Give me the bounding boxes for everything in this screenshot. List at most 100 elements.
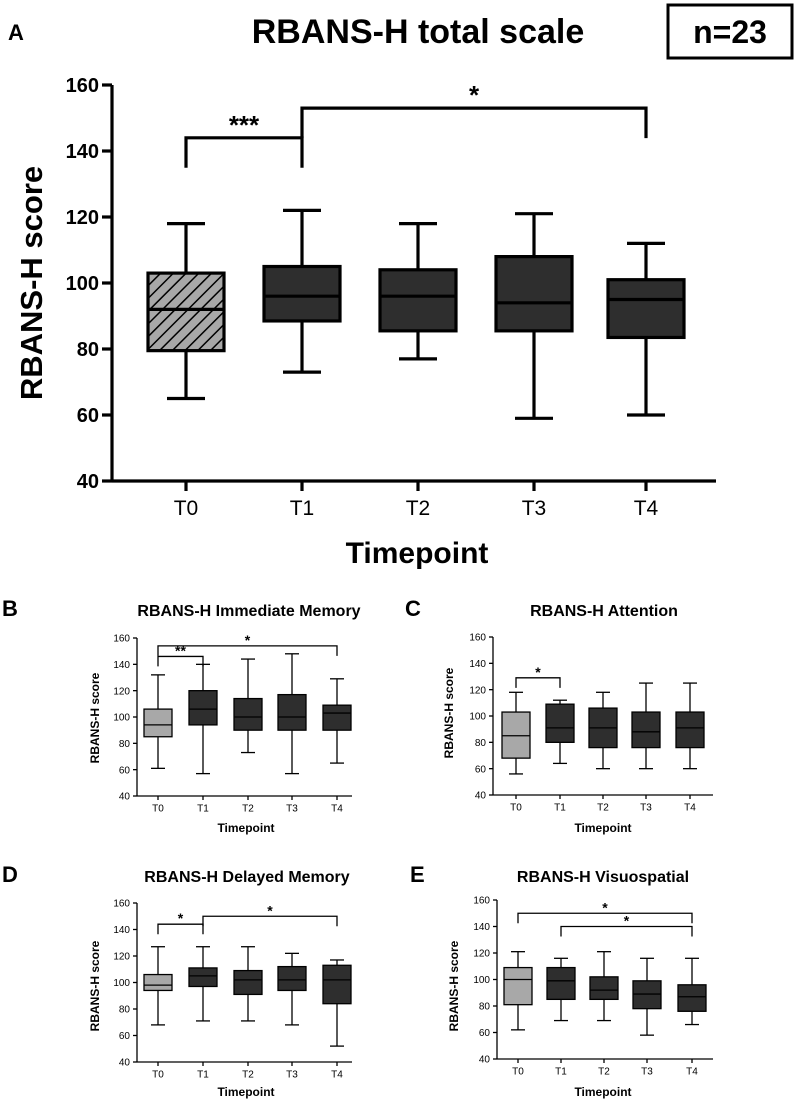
significance-label: * xyxy=(535,664,541,680)
x-tick-label: T2 xyxy=(597,803,609,814)
significance-label: * xyxy=(178,910,184,926)
x-tick-label: T2 xyxy=(242,804,254,815)
box-t0 xyxy=(143,946,173,1026)
y-tick-label: 160 xyxy=(113,899,130,910)
box-t1 xyxy=(545,699,575,765)
iqr-box xyxy=(631,711,661,749)
y-tick-label: 160 xyxy=(473,896,490,907)
box-t4 xyxy=(675,682,705,770)
y-tick-label: 160 xyxy=(66,75,99,97)
n-badge-frame xyxy=(666,3,794,60)
x-tick-label: T3 xyxy=(640,803,652,814)
significance-label: ** xyxy=(175,642,186,658)
x-tick-label: T3 xyxy=(641,1067,653,1078)
y-tick-label: 120 xyxy=(469,685,486,696)
y-tick-label: 160 xyxy=(469,633,486,644)
x-axis-label: Timepoint xyxy=(346,537,489,570)
x-tick-label: T4 xyxy=(331,1070,343,1081)
x-tick-label: T0 xyxy=(152,804,164,815)
y-tick-label: 60 xyxy=(119,1031,131,1042)
iqr-box xyxy=(233,697,263,731)
n-badge: n=23 xyxy=(693,14,767,50)
x-tick-label: T4 xyxy=(634,497,659,520)
y-tick-label: 80 xyxy=(77,339,99,361)
x-axis-label: Timepoint xyxy=(217,821,274,835)
x-tick-label: T2 xyxy=(242,1070,254,1081)
significance-bracket xyxy=(515,677,561,688)
iqr-box xyxy=(501,711,531,759)
box-t1 xyxy=(188,663,218,775)
iqr-box xyxy=(677,984,707,1012)
y-tick-label: 100 xyxy=(473,975,490,986)
box-t3 xyxy=(632,957,662,1036)
box-t4 xyxy=(606,241,686,417)
x-tick-label: T0 xyxy=(174,497,199,520)
box-t3 xyxy=(631,682,661,770)
y-tick-label: 160 xyxy=(113,634,130,645)
y-tick-label: 140 xyxy=(113,925,130,936)
y-tick-label: 100 xyxy=(113,713,130,724)
y-tick-label: 80 xyxy=(479,1002,491,1013)
iqr-box xyxy=(494,255,574,333)
significance-bracket xyxy=(157,923,204,935)
iqr-box xyxy=(545,703,575,743)
iqr-box xyxy=(322,704,352,731)
y-tick-label: 120 xyxy=(473,949,490,960)
x-axis-label: Timepoint xyxy=(217,1085,274,1099)
y-tick-label: 140 xyxy=(113,660,130,671)
iqr-box xyxy=(632,980,662,1010)
y-tick-label: 60 xyxy=(479,1028,491,1039)
box-t3 xyxy=(277,952,307,1026)
significance-bracket xyxy=(517,912,693,924)
panel-b-immediate-memory: B RBANS-H Immediate Memory Timepoint RBA… xyxy=(2,596,361,835)
iqr-box xyxy=(146,271,226,353)
iqr-box xyxy=(546,966,576,1001)
significance-bracket xyxy=(300,106,648,139)
y-tick-label: 40 xyxy=(475,791,487,802)
y-tick-label: 140 xyxy=(473,922,490,933)
y-tick-label: 120 xyxy=(66,207,99,229)
panel-letter-d: D xyxy=(2,862,18,887)
significance-label: * xyxy=(624,913,630,929)
y-tick-label: 100 xyxy=(113,978,130,989)
box-t0 xyxy=(503,951,533,1031)
box-t0 xyxy=(501,691,531,775)
chart-title: RBANS-H Immediate Memory xyxy=(137,603,360,620)
box-t2 xyxy=(589,951,619,1022)
y-tick-label: 100 xyxy=(469,712,486,723)
x-tick-label: T0 xyxy=(512,1067,524,1078)
x-tick-label: T3 xyxy=(286,1070,298,1081)
iqr-box xyxy=(606,278,686,340)
box-t3 xyxy=(277,653,307,775)
x-tick-label: T2 xyxy=(406,497,431,520)
panel-d-delayed-memory: D RBANS-H Delayed Memory Timepoint RBANS… xyxy=(2,862,352,1099)
y-tick-label: 120 xyxy=(113,686,130,697)
significance-label: *** xyxy=(229,110,260,140)
significance-bracket xyxy=(560,925,693,937)
y-tick-label: 120 xyxy=(113,952,130,963)
box-t1 xyxy=(188,946,218,1022)
box-t0 xyxy=(143,674,173,769)
x-tick-label: T1 xyxy=(555,1067,567,1078)
box-t4 xyxy=(322,678,352,764)
y-tick-label: 80 xyxy=(119,1005,131,1016)
x-tick-label: T1 xyxy=(197,804,209,815)
iqr-box xyxy=(503,966,533,1006)
y-axis-label: RBANS-H score xyxy=(447,940,461,1031)
y-tick-label: 140 xyxy=(469,659,486,670)
iqr-box xyxy=(277,693,307,731)
panel-e-visuospatial: E RBANS-H Visuospatial Timepoint RBANS-H… xyxy=(410,862,713,1099)
box-t3 xyxy=(494,212,574,420)
iqr-box xyxy=(675,711,705,749)
panel-letter-a: A xyxy=(8,20,24,45)
x-tick-label: T0 xyxy=(510,803,522,814)
x-tick-label: T4 xyxy=(331,804,343,815)
x-tick-label: T3 xyxy=(286,804,298,815)
box-t4 xyxy=(322,959,352,1047)
significance-label: * xyxy=(267,902,273,918)
iqr-box xyxy=(188,967,218,988)
x-axis-label: Timepoint xyxy=(574,1085,631,1099)
chart-title: RBANS-H Delayed Memory xyxy=(144,869,349,886)
iqr-box xyxy=(262,264,342,323)
box-t2 xyxy=(588,691,618,770)
